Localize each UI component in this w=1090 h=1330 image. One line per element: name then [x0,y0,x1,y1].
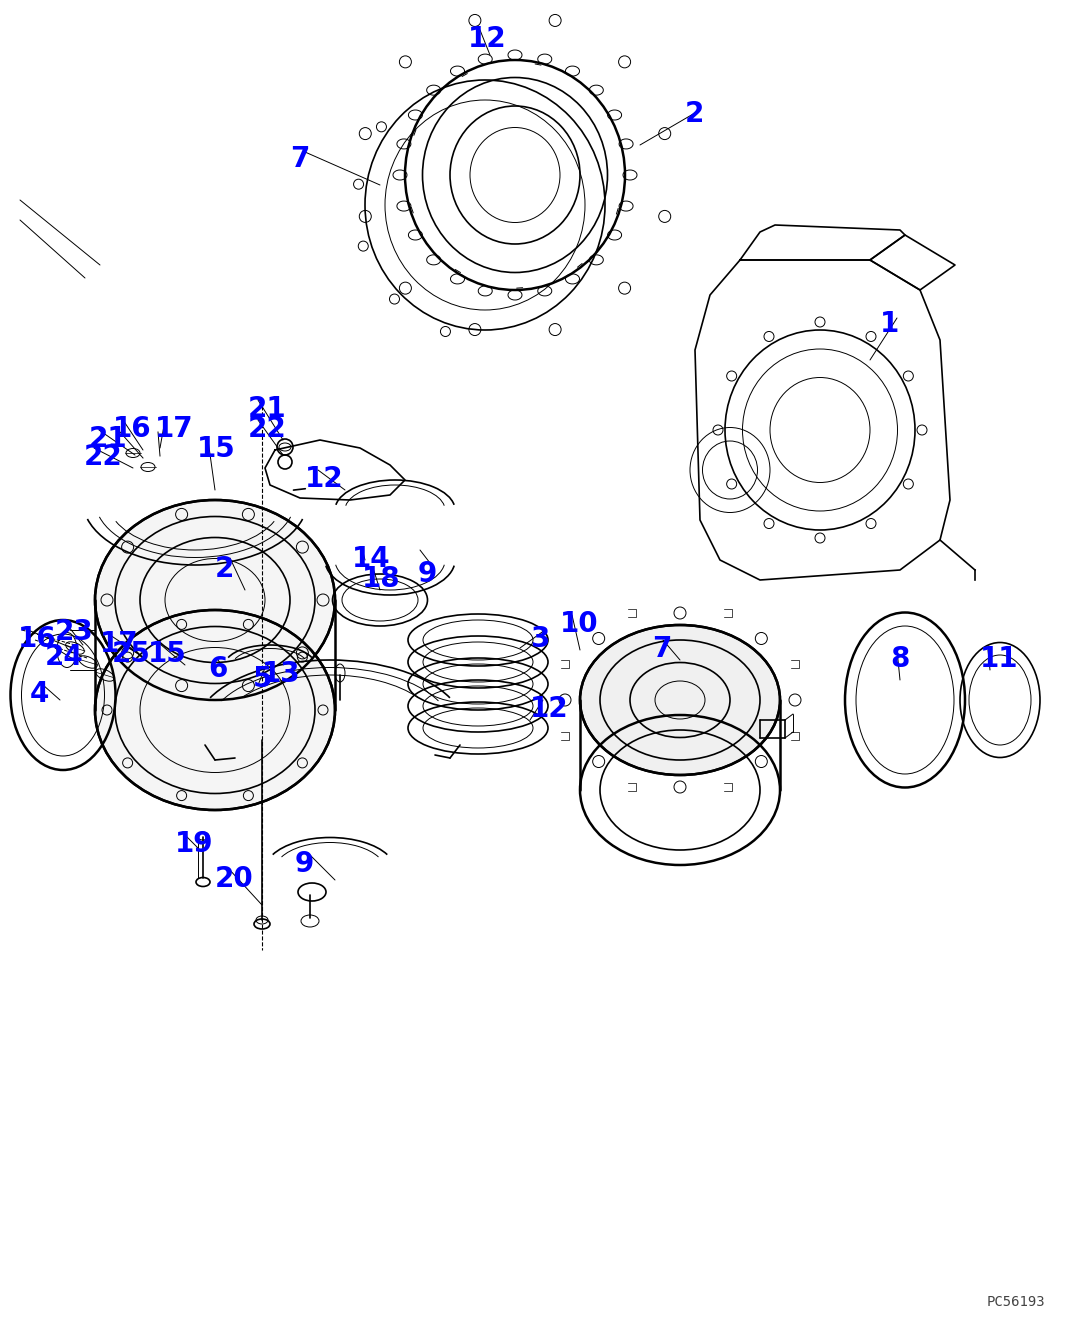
Ellipse shape [95,500,335,700]
Text: 15: 15 [148,640,186,668]
Text: 11: 11 [980,645,1018,673]
Text: 13: 13 [262,660,301,688]
Text: 7: 7 [652,634,671,662]
Text: 18: 18 [362,565,401,593]
Ellipse shape [580,625,780,775]
Text: 4: 4 [31,680,49,708]
Text: 21: 21 [89,426,128,454]
Text: PC56193: PC56193 [986,1295,1045,1309]
Text: 1: 1 [880,310,899,338]
Text: 23: 23 [54,618,94,646]
Text: 7: 7 [290,145,310,173]
Text: 22: 22 [249,415,287,443]
Text: 8: 8 [891,645,909,673]
Text: 14: 14 [352,545,390,573]
Text: 2: 2 [685,100,704,128]
Ellipse shape [95,610,335,810]
Text: 20: 20 [215,864,254,892]
Text: 19: 19 [175,830,214,858]
Text: 6: 6 [208,654,228,684]
Text: 21: 21 [249,395,287,423]
Text: 12: 12 [468,25,507,53]
Text: 2: 2 [215,555,234,583]
Text: 3: 3 [530,625,549,653]
Text: 9: 9 [295,850,314,878]
Text: 12: 12 [305,465,343,493]
Text: 24: 24 [45,642,84,672]
Text: 9: 9 [417,560,437,588]
Text: 10: 10 [560,610,598,638]
Text: 22: 22 [84,443,123,471]
Text: 17: 17 [100,630,138,658]
Text: 16: 16 [113,415,152,443]
Text: 5: 5 [253,665,272,693]
Text: 16: 16 [19,625,57,653]
Text: 15: 15 [197,435,235,463]
Text: 12: 12 [530,696,569,724]
Text: 17: 17 [155,415,194,443]
Text: 25: 25 [112,640,150,668]
